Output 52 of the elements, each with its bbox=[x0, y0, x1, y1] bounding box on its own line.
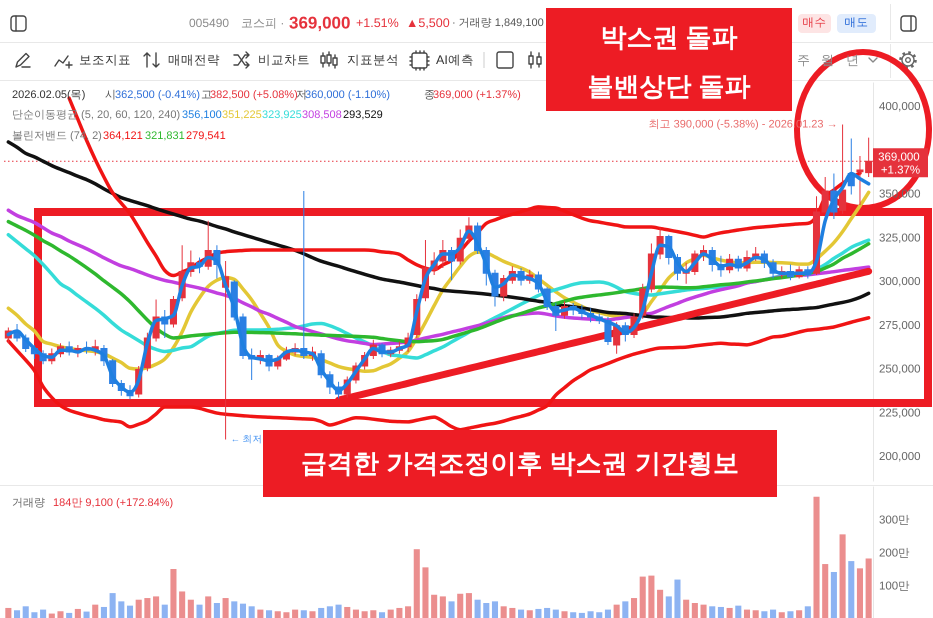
text: 거래량 bbox=[12, 497, 45, 509]
annotation: 321,831 bbox=[145, 130, 185, 142]
text: · 거래량 1,849,100 bbox=[452, 17, 544, 29]
text: 년 bbox=[846, 52, 859, 68]
y-tick-label: 300만 bbox=[879, 514, 910, 526]
annotation: 고 bbox=[201, 89, 212, 101]
text: 주 bbox=[797, 52, 810, 68]
y-tick-label: 250,000 bbox=[879, 364, 921, 376]
ref-line-label: 369,000 +1.37% bbox=[878, 151, 923, 176]
text: 박스권 돌파 bbox=[600, 22, 738, 52]
y-tick-label: 325,000 bbox=[879, 232, 921, 244]
annotation: 360,000 (-1.10%) bbox=[305, 89, 390, 101]
text: 코스피 · bbox=[241, 16, 284, 30]
y-tick-label: 100만 bbox=[879, 580, 910, 592]
line-series bbox=[6, 140, 870, 320]
annotation: 종 bbox=[424, 89, 435, 101]
text: 보조지표 bbox=[79, 53, 131, 67]
annotation: 시 bbox=[105, 89, 116, 101]
annotation: 293,529 bbox=[343, 109, 383, 121]
annotation: 369,000 (+1.37%) bbox=[433, 89, 521, 101]
y-tick-label: 300,000 bbox=[879, 276, 921, 288]
line-series bbox=[6, 316, 870, 432]
text: AI예측 bbox=[436, 53, 474, 67]
y-tick-label: 200,000 bbox=[879, 451, 921, 463]
text: 지표분석 bbox=[347, 53, 399, 67]
text: ▲5,500 bbox=[406, 16, 450, 30]
text: +1.51% bbox=[356, 16, 399, 30]
annotation: 364,121 bbox=[103, 130, 143, 142]
annotation: 323,925 bbox=[262, 109, 302, 121]
annotation: 356,100 bbox=[182, 109, 222, 121]
y-tick-label: 225,000 bbox=[879, 407, 921, 420]
text: 매수 bbox=[802, 17, 826, 29]
annotation: ← 최저 bbox=[230, 434, 263, 445]
text: 369,000 bbox=[289, 14, 350, 32]
text: 매도 bbox=[844, 17, 868, 29]
text: 매매전략 bbox=[168, 53, 220, 67]
text: 005490 bbox=[189, 16, 230, 30]
annotation: 급격한 가격조정이후 박스권 기간횡보 bbox=[301, 448, 739, 478]
annotation: 382,500 (+5.08%) bbox=[210, 89, 298, 101]
y-tick-label: 275,000 bbox=[879, 320, 921, 332]
y-tick-label: 200만 bbox=[879, 547, 910, 560]
annotation: 불밴상단 돌파 bbox=[587, 71, 751, 101]
candlestick bbox=[300, 190, 308, 360]
annotation: 저 bbox=[296, 89, 307, 101]
annotation: 2026.02.05(목) bbox=[12, 89, 86, 101]
annotation: 351,225 bbox=[222, 109, 262, 121]
y-tick-label: 400,000 bbox=[879, 101, 921, 113]
annotation: 362,500 (-0.41%) bbox=[115, 89, 200, 101]
text: 비교차트 bbox=[258, 53, 310, 67]
annotation: 279,541 bbox=[186, 130, 226, 142]
annotation: 184만 9,100 (+172.84%) bbox=[53, 497, 174, 509]
annotation: 308,508 bbox=[302, 109, 342, 121]
